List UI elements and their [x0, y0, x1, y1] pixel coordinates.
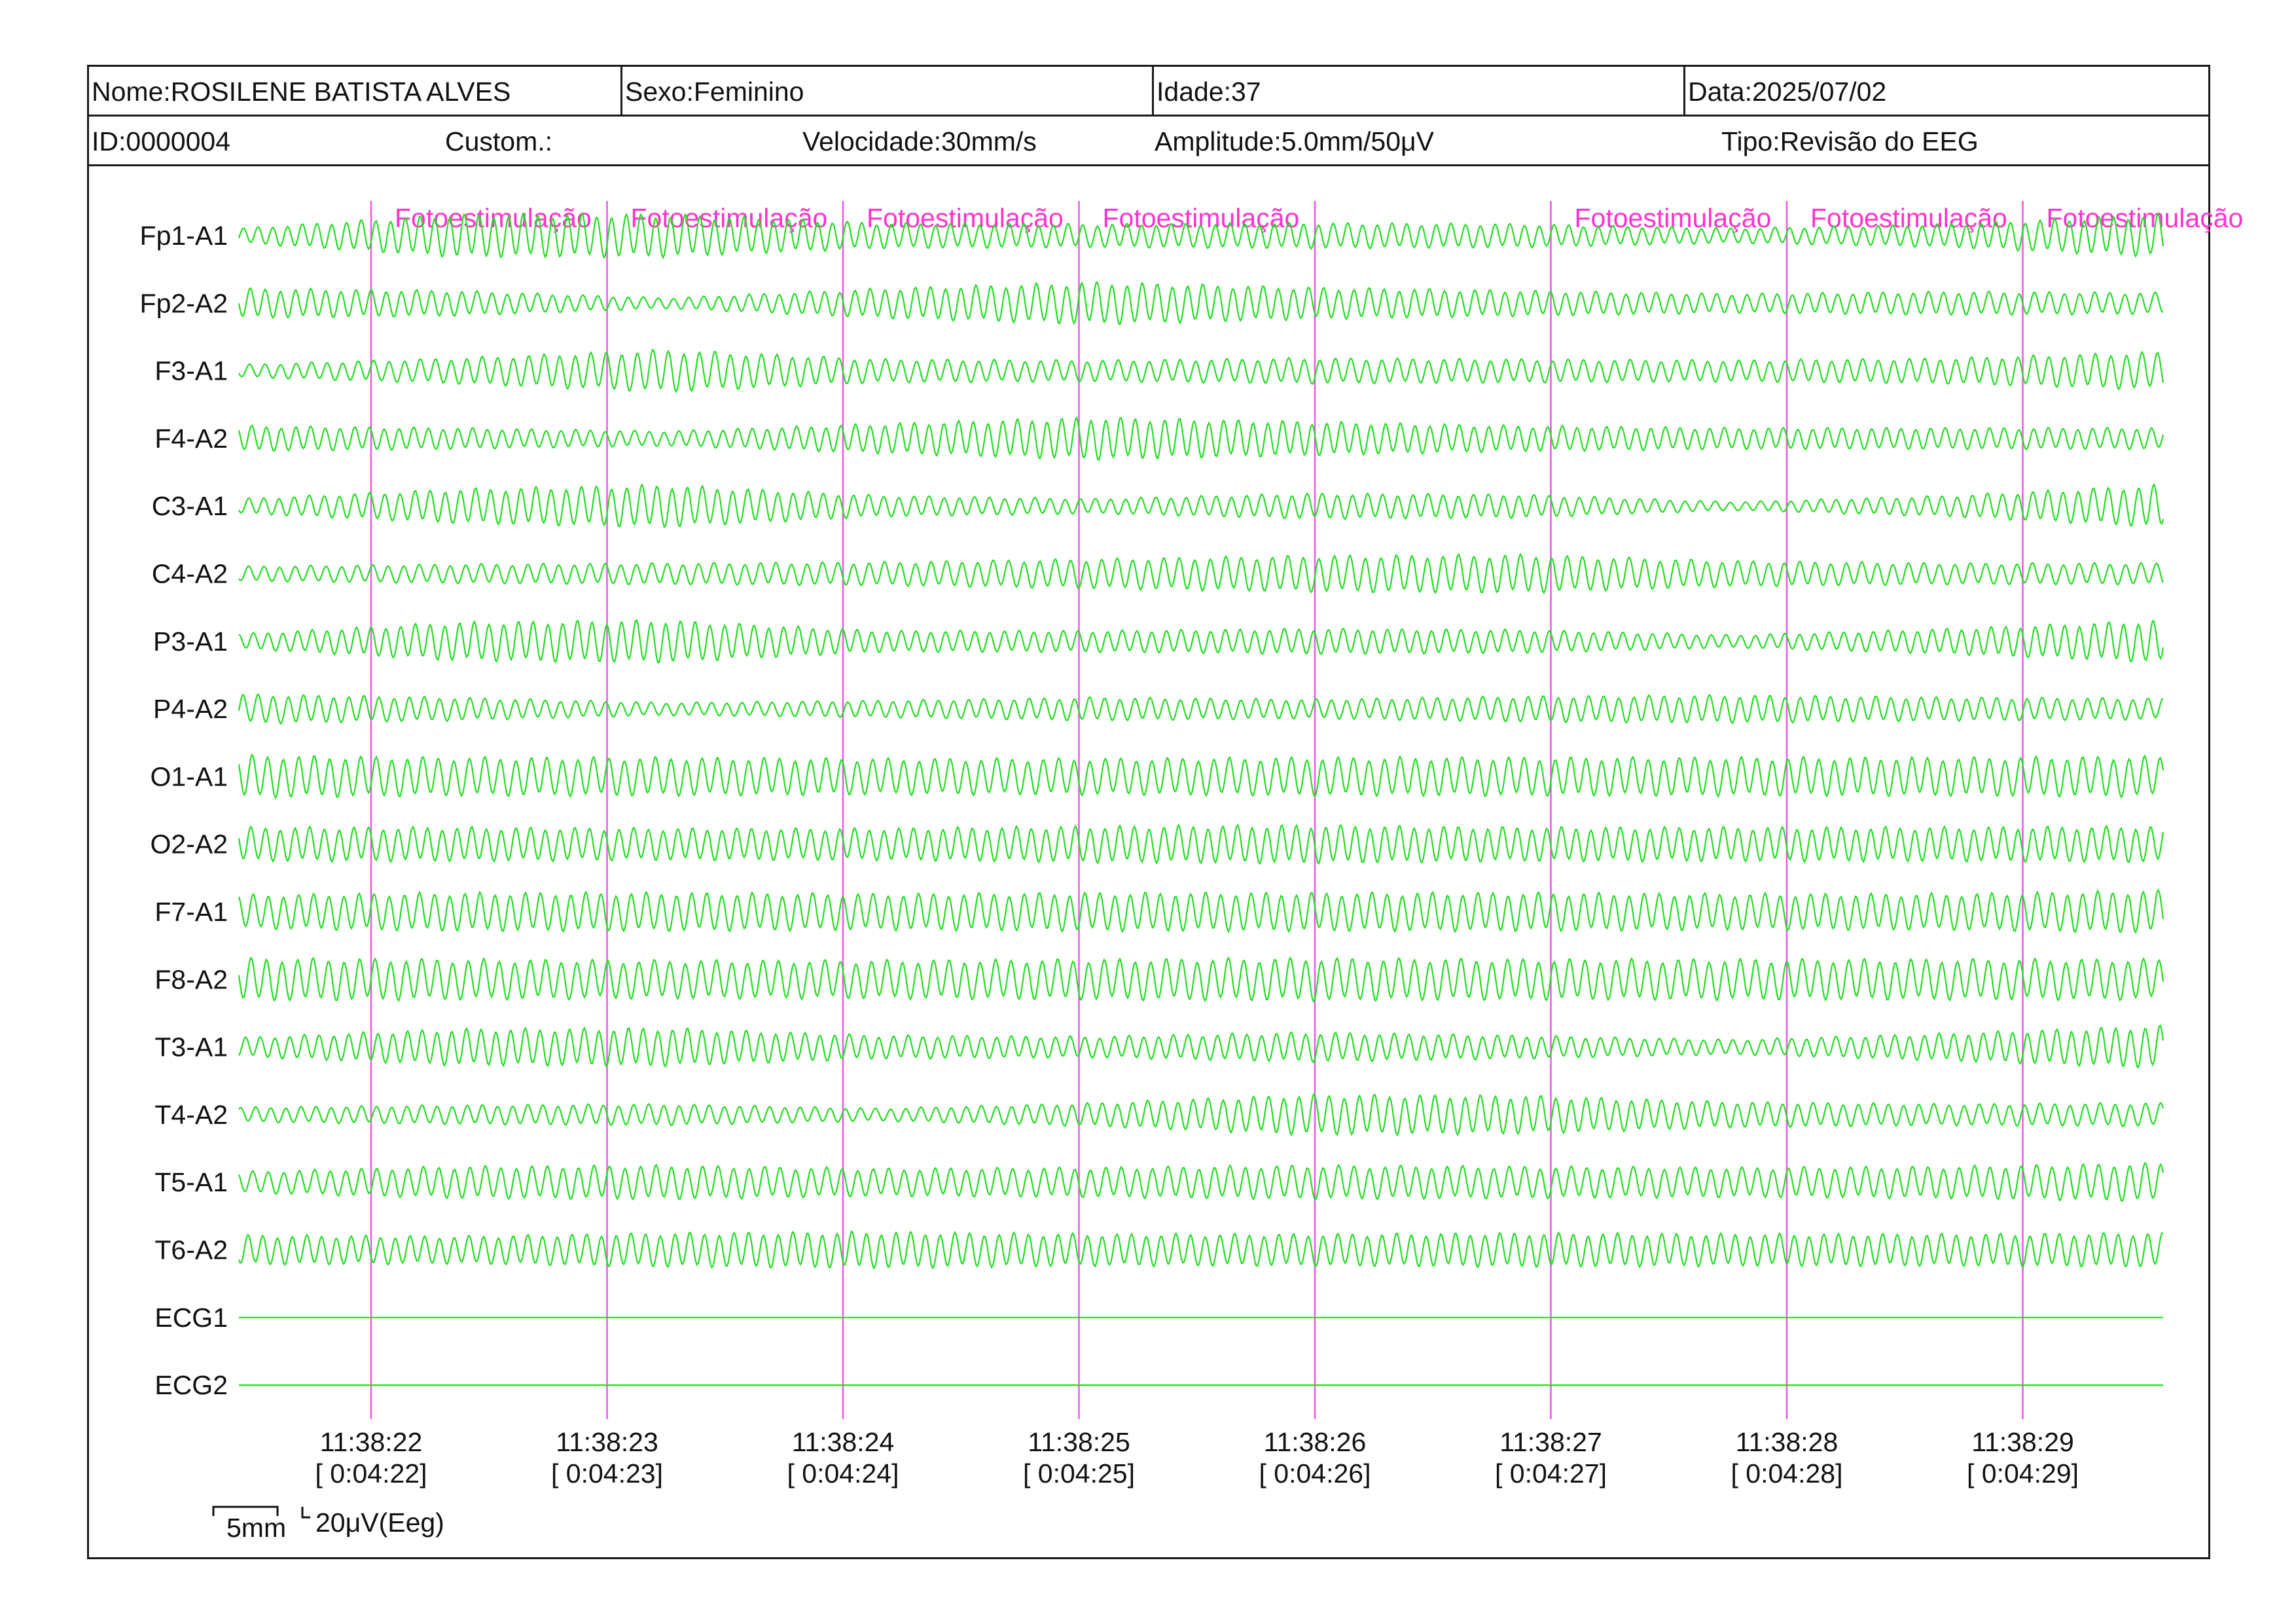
time-axis: 11:38:22[ 0:04:22] 11:38:23[ 0:04:23] 11:3…: [315, 1427, 2079, 1489]
speed-setting: Velocidade:30mm/s: [802, 126, 1037, 156]
exam-date: Data:2025/07/02: [1683, 67, 2208, 115]
time-tick-label: 11:38:22: [320, 1427, 423, 1457]
calibration-scale: 5mm 20μV(Eeg): [212, 1506, 444, 1543]
eeg-trace: [238, 482, 2164, 529]
marker-label: Fotoestimulação: [631, 203, 828, 233]
traces-layer: [238, 212, 2164, 1386]
time-tick-label: 11:38:26: [1264, 1427, 1367, 1457]
exam-type: Tipo:Revisão do EEG: [1721, 126, 1979, 156]
amplitude-scale-label: 20μV(Eeg): [315, 1507, 444, 1538]
marker-label: Fotoestimulação: [1103, 203, 1300, 233]
channel-label: T6-A2: [154, 1235, 228, 1265]
channel-label: T5-A1: [154, 1167, 228, 1197]
patient-sex: Sexo:Feminino: [620, 67, 1152, 115]
time-tick-label: 11:38:23: [556, 1427, 658, 1457]
recording-info-row: ID:0000004 Custom.: Velocidade:30mm/s Am…: [89, 117, 2208, 166]
eeg-trace: [238, 348, 2164, 393]
time-tick-label: 11:38:27: [1499, 1427, 1602, 1457]
marker-label: Fotoestimulação: [2047, 203, 2244, 233]
time-scale-bracket: [212, 1506, 279, 1516]
eeg-trace: [238, 1162, 2164, 1202]
eeg-trace: [238, 281, 2164, 326]
eeg-trace: [238, 552, 2164, 594]
elapsed-tick-label: [ 0:04:23]: [551, 1458, 663, 1489]
channel-label: F7-A1: [154, 897, 228, 927]
elapsed-tick-label: [ 0:04:28]: [1731, 1458, 1843, 1489]
elapsed-tick-label: [ 0:04:27]: [1495, 1458, 1607, 1489]
eeg-trace: [238, 416, 2164, 461]
eeg-report-frame: Nome:ROSILENE BATISTA ALVES Sexo:Feminin…: [87, 65, 2210, 1559]
channel-label: C3-A1: [152, 491, 228, 521]
patient-name: Nome:ROSILENE BATISTA ALVES: [92, 77, 511, 107]
elapsed-tick-label: [ 0:04:29]: [1967, 1458, 2079, 1489]
eeg-trace: [238, 956, 2164, 1003]
eeg-trace: [238, 1024, 2164, 1069]
channel-label: T3-A1: [154, 1032, 228, 1062]
eeg-trace: [238, 1230, 2164, 1270]
marker-label: Fotoestimulação: [395, 203, 592, 233]
markers-layer: Fotoestimulação Fotoestimulação Fotoestimu…: [370, 201, 2244, 1419]
time-tick-label: 11:38:25: [1028, 1427, 1130, 1457]
eeg-trace: [238, 693, 2164, 725]
amplitude-scale-bracket: [301, 1507, 310, 1519]
patient-id: ID:0000004: [92, 126, 231, 156]
channel-label: P4-A2: [153, 694, 228, 724]
channel-label: F4-A2: [154, 424, 228, 454]
eeg-trace: [238, 888, 2164, 934]
patient-age: Idade:37: [1152, 67, 1683, 115]
eeg-trace: [238, 823, 2164, 865]
channel-label: Fp1-A1: [140, 221, 228, 251]
channel-labels: Fp1-A1 Fp2-A2 F3-A1 F4-A2 C3-A1 C4-A2 P3-A1 P4-…: [140, 221, 228, 1400]
channel-label: T4-A2: [154, 1100, 228, 1130]
channel-label: O1-A1: [151, 761, 228, 791]
channel-label: O2-A2: [151, 829, 228, 859]
elapsed-tick-label: [ 0:04:22]: [315, 1458, 427, 1489]
channel-label: ECG1: [154, 1303, 228, 1333]
custom-field: Custom.:: [445, 126, 553, 156]
channel-label: P3-A1: [153, 626, 228, 657]
eeg-trace: [238, 1092, 2164, 1137]
eeg-trace: [238, 212, 2164, 260]
time-tick-label: 11:38:29: [1971, 1427, 2074, 1457]
channel-label: Fp2-A2: [140, 288, 228, 318]
channel-label: F3-A1: [154, 356, 228, 386]
time-tick-label: 11:38:28: [1736, 1427, 1839, 1457]
channel-label: C4-A2: [152, 559, 228, 589]
elapsed-tick-label: [ 0:04:26]: [1259, 1458, 1371, 1489]
patient-info-row: Nome:ROSILENE BATISTA ALVES Sexo:Feminin…: [89, 67, 2208, 117]
elapsed-tick-label: [ 0:04:25]: [1023, 1458, 1135, 1489]
eeg-trace: [238, 619, 2164, 664]
eeg-trace: [238, 753, 2164, 800]
channel-label: ECG2: [154, 1370, 228, 1400]
channel-label: F8-A2: [154, 964, 228, 994]
amplitude-setting: Amplitude:5.0mm/50μV: [1155, 126, 1434, 156]
time-scale-label: 5mm: [226, 1513, 286, 1543]
time-tick-label: 11:38:24: [792, 1427, 895, 1457]
marker-label: Fotoestimulação: [867, 203, 1064, 233]
elapsed-tick-label: [ 0:04:24]: [787, 1458, 899, 1489]
